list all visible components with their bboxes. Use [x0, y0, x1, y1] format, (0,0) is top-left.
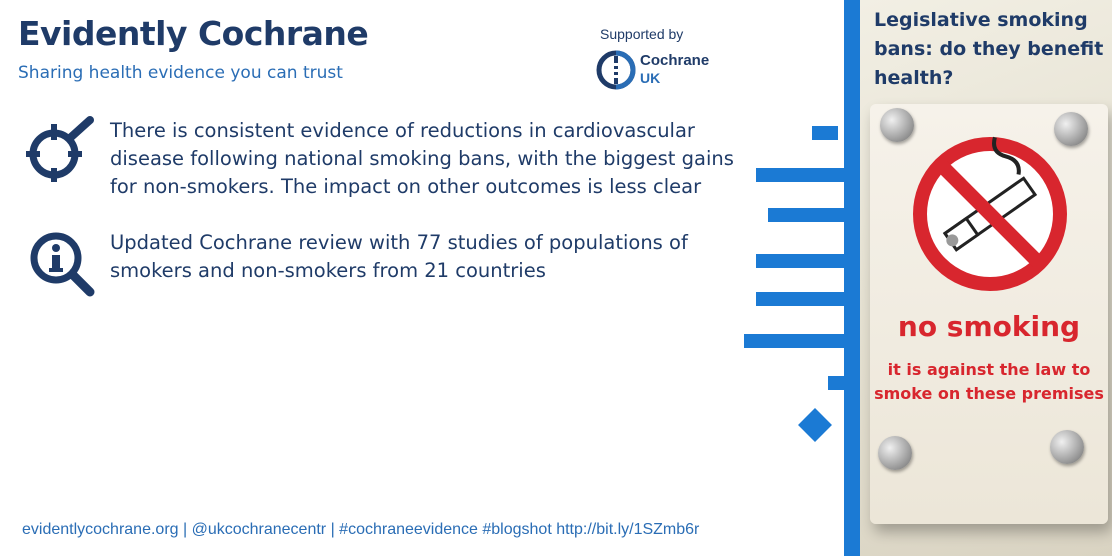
deco-bar — [756, 292, 848, 306]
no-smoking-sign: no smoking it is against the law to smok… — [870, 104, 1108, 524]
sponsor-name: Cochrane — [640, 52, 710, 69]
bolt-icon — [1054, 112, 1088, 146]
cochrane-logo-icon — [596, 50, 636, 90]
no-smoking-icon — [913, 136, 1067, 291]
sign-heading: no smoking — [897, 310, 1081, 343]
deco-bar — [756, 168, 848, 182]
bolt-icon — [1050, 430, 1084, 464]
key-point-text: Updated Cochrane review with 77 studies … — [110, 231, 688, 282]
photo-title: Legislative smoking bans: do they benefi… — [874, 9, 1104, 89]
supported-by-label: Supported by — [600, 26, 684, 42]
sponsor-region: UK — [640, 70, 661, 86]
target-magnifier-icon — [26, 116, 94, 182]
bolt-icon — [878, 436, 912, 470]
footer-links: evidentlycochrane.org | @ukcochranecentr… — [22, 521, 700, 538]
page-title: Evidently Cochrane — [18, 14, 369, 53]
deco-bar — [768, 208, 850, 222]
deco-diamond — [798, 408, 832, 442]
key-point-text: There is consistent evidence of reductio… — [110, 119, 734, 198]
panel-divider — [844, 0, 860, 556]
deco-bar — [756, 254, 848, 268]
info-magnifier-icon — [30, 232, 95, 297]
bolt-icon — [880, 108, 914, 142]
sign-text: it is against the law to smoke on these … — [874, 360, 1104, 403]
page-subtitle: Sharing health evidence you can trust — [18, 63, 343, 83]
photo-panel: Legislative smoking bans: do they benefi… — [860, 0, 1112, 556]
deco-bar — [812, 126, 838, 140]
deco-bar — [744, 334, 848, 348]
